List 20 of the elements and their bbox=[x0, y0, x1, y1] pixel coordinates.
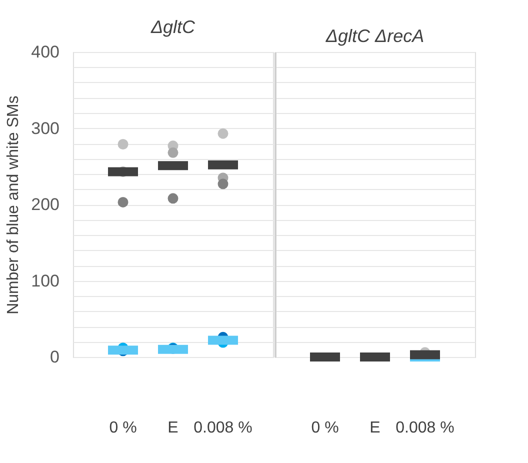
y-tick-label: 400 bbox=[31, 42, 60, 62]
point bbox=[118, 196, 128, 208]
y-axis-title: Number of blue and white SMs bbox=[5, 96, 22, 314]
y-tick-label: 200 bbox=[31, 195, 60, 214]
y-tick-label: 300 bbox=[31, 118, 60, 138]
x-tick-label: 0 % bbox=[109, 420, 137, 436]
x-tick-label: E bbox=[370, 420, 380, 436]
y-tick-label: 100 bbox=[31, 271, 60, 290]
x-tick-label: 0.008 % bbox=[194, 420, 252, 436]
point bbox=[218, 128, 228, 139]
x-tick-label: E bbox=[168, 420, 178, 436]
x-tick-label: 0 % bbox=[311, 420, 339, 436]
point bbox=[168, 193, 178, 204]
point bbox=[118, 139, 128, 150]
chart-title: ΔgltC ΔrecA bbox=[324, 26, 424, 46]
point bbox=[168, 147, 178, 158]
y-tick-label: 0 bbox=[50, 348, 60, 366]
point bbox=[218, 178, 228, 190]
chart-title: ΔgltC bbox=[150, 17, 196, 37]
x-tick-label: 0.008 % bbox=[396, 420, 454, 436]
